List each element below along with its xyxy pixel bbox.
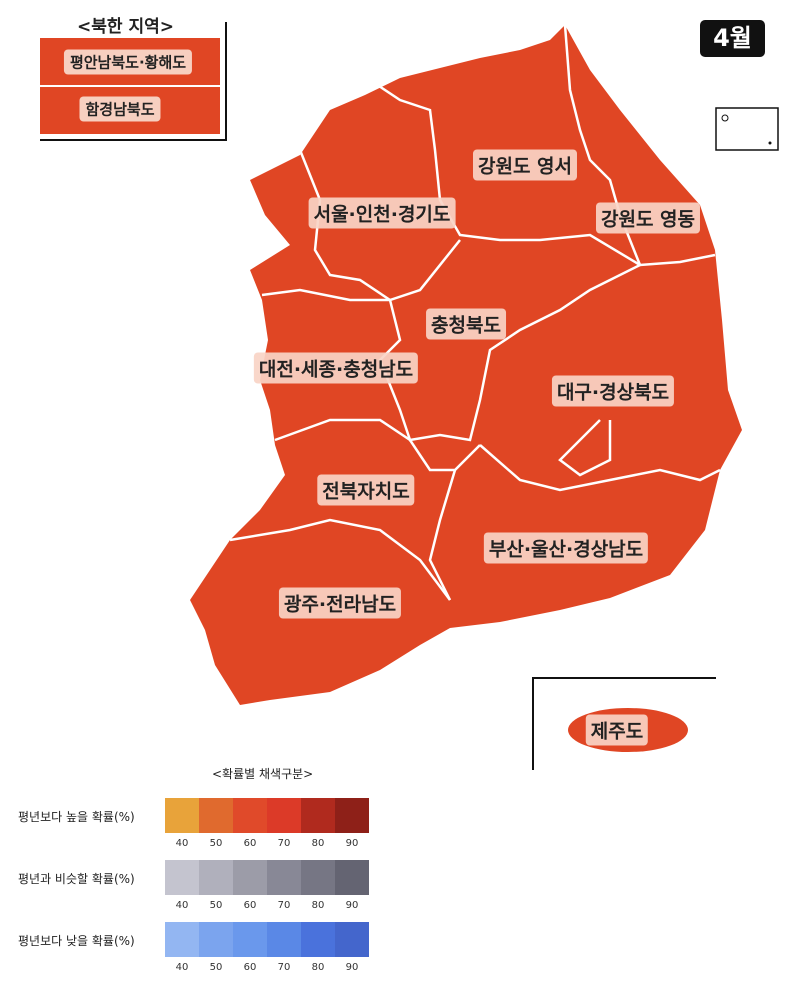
legend-swatch	[301, 798, 335, 833]
legend-swatch	[233, 798, 267, 833]
legend-row-label: 평년보다 높을 확률(%)	[18, 810, 135, 824]
legend-tick-label: 50	[209, 838, 223, 849]
nk-frame	[40, 22, 227, 141]
legend-tick-label: 80	[311, 962, 325, 973]
legend-swatch	[335, 860, 369, 895]
legend-swatch	[199, 798, 233, 833]
legend-row-label: 평년과 비슷할 확률(%)	[18, 872, 135, 886]
region-label: 부산·울산·경상남도	[483, 532, 649, 564]
legend-tick-label: 40	[175, 900, 189, 911]
ulleung-frame	[715, 107, 779, 151]
legend-tick-label: 70	[277, 838, 291, 849]
legend-swatch	[199, 922, 233, 957]
region-label: 서울·인천·경기도	[308, 197, 456, 229]
month-badge: 4월	[700, 20, 765, 57]
region-label: 광주·전라남도	[278, 587, 402, 619]
legend-swatch	[233, 922, 267, 957]
legend-tick-label: 80	[311, 900, 325, 911]
legend-tick-label: 60	[243, 900, 257, 911]
legend-tick-label: 40	[175, 838, 189, 849]
legend-tick-label: 50	[209, 962, 223, 973]
legend-swatch	[335, 798, 369, 833]
legend-swatch	[267, 798, 301, 833]
legend-swatch	[335, 922, 369, 957]
legend-swatch	[165, 922, 199, 957]
nk-title: <북한 지역>	[77, 17, 174, 37]
region-label: 대구·경상북도	[551, 375, 675, 407]
legend-tick-label: 60	[243, 962, 257, 973]
nk-region: 평안남북도·황해도	[63, 49, 193, 75]
region-label: 대전·세종·충청남도	[253, 352, 419, 384]
region-label: 강원도 영서	[472, 149, 578, 181]
legend-tick-label: 80	[311, 838, 325, 849]
legend-tick-label: 90	[345, 838, 359, 849]
legend-tick-label: 90	[345, 962, 359, 973]
jeju-frame	[532, 677, 716, 770]
legend-row-label: 평년보다 낮을 확률(%)	[18, 934, 135, 948]
legend-tick-label: 60	[243, 838, 257, 849]
legend-swatch	[301, 860, 335, 895]
nk-region: 함경남북도	[79, 96, 161, 122]
ulleung	[721, 114, 729, 122]
legend-swatches	[165, 798, 369, 957]
legend-title: <확률별 채색구분>	[212, 767, 314, 781]
legend-tick-label: 40	[175, 962, 189, 973]
region-label: 제주도	[585, 714, 649, 746]
legend-swatch	[199, 860, 233, 895]
legend-swatch	[233, 860, 267, 895]
dokdo	[768, 141, 772, 145]
region-label: 충청북도	[426, 308, 506, 340]
legend-tick-label: 70	[277, 962, 291, 973]
region-label: 전북자치도	[317, 474, 415, 506]
legend-tick-label: 70	[277, 900, 291, 911]
legend-tick-label: 50	[209, 900, 223, 911]
region-label: 강원도 영동	[595, 202, 701, 234]
legend-swatch	[267, 860, 301, 895]
legend-swatch	[165, 860, 199, 895]
legend-swatch	[267, 922, 301, 957]
legend-tick-label: 90	[345, 900, 359, 911]
legend-swatch	[301, 922, 335, 957]
legend-swatch	[165, 798, 199, 833]
